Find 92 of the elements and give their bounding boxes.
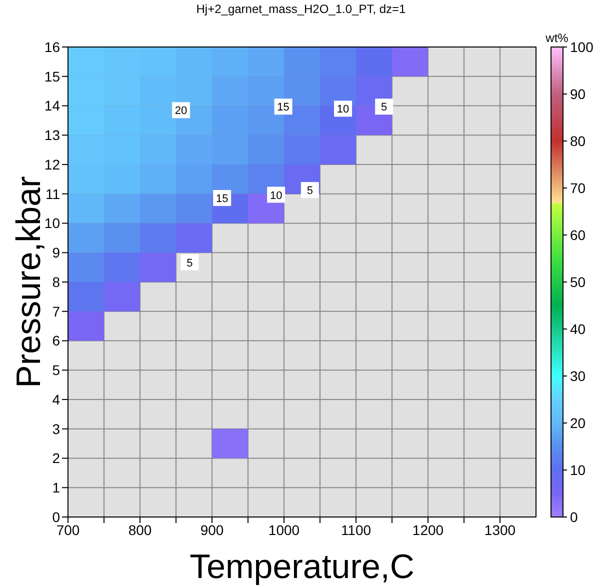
point (140, 76, 176, 106)
point (248, 47, 284, 76)
point (140, 106, 176, 136)
point (104, 106, 140, 136)
y-tick-label: 15 (44, 68, 60, 84)
annotation: 5 (306, 185, 313, 198)
point (320, 135, 356, 164)
y-tick-label: 11 (45, 186, 60, 202)
y-tick-label: 3 (52, 420, 60, 437)
point (104, 252, 140, 282)
point (104, 223, 140, 253)
point (176, 194, 212, 224)
annotation: 5 (186, 257, 193, 270)
point (212, 428, 248, 458)
color-bar-label: 70 (570, 180, 586, 196)
color-bar-label: 0 (570, 509, 578, 525)
point (176, 135, 212, 164)
color-bar-label: 30 (570, 368, 586, 384)
y-tick-label: 4 (52, 391, 60, 408)
y-tick-label: 16 (44, 38, 60, 55)
annotation: 20 (174, 105, 188, 118)
color-bar-label: 60 (570, 227, 586, 243)
point (140, 194, 176, 224)
y-tick-label: 10 (44, 215, 60, 232)
point (140, 223, 176, 253)
point (104, 194, 140, 224)
y-tick-label: 6 (52, 332, 60, 349)
point (68, 164, 104, 194)
point (392, 47, 428, 76)
point (68, 252, 104, 282)
point (140, 164, 176, 194)
x-tick-label: 1200 (412, 522, 444, 538)
point (104, 135, 140, 164)
y-tick-label: 1 (52, 480, 60, 496)
point (320, 76, 356, 106)
color-bar-label: 40 (570, 321, 586, 337)
point (68, 135, 104, 164)
point (212, 76, 248, 106)
x-tick-label: 800 (128, 522, 152, 538)
y-tick-label: 9 (52, 244, 60, 261)
point (320, 47, 356, 76)
point (140, 252, 176, 282)
y-tick-label: 13 (44, 127, 60, 144)
annotation: 5 (381, 102, 388, 114)
color-bar-label: 90 (570, 86, 586, 102)
color-bar-title: wt% (544, 31, 569, 45)
y-tick-label: 8 (52, 274, 60, 290)
point (248, 135, 284, 164)
y-tick-label: 12 (44, 156, 60, 172)
point (140, 135, 176, 164)
point (140, 47, 176, 76)
color-bar-label: 100 (570, 39, 594, 55)
point (104, 76, 140, 106)
chart-title: Hj+2_garnet_mass_H2O_1.0_PT, dz=1 (195, 2, 407, 16)
point (212, 135, 248, 164)
annotation: 10 (270, 190, 282, 202)
point (68, 47, 104, 76)
point (68, 311, 104, 341)
point (104, 164, 140, 194)
annotation: 15 (277, 102, 290, 114)
annotation: 15 (216, 192, 228, 205)
point (284, 135, 320, 164)
x-tick-label: 1300 (484, 522, 516, 538)
point (176, 76, 212, 106)
point (212, 47, 248, 76)
x-axis-title: Temperature,C (190, 548, 414, 586)
x-tick-label: 1100 (340, 522, 372, 538)
point (68, 194, 104, 224)
x-tick-label: 1000 (268, 522, 300, 538)
point (104, 282, 140, 312)
y-tick-label: 5 (52, 362, 60, 378)
y-tick-label: 7 (52, 303, 60, 320)
y-tick-label: 14 (44, 98, 60, 114)
point (356, 47, 392, 76)
point (176, 223, 212, 253)
point (68, 223, 104, 253)
point (68, 282, 104, 312)
color-bar-label: 20 (570, 415, 586, 431)
point (68, 106, 104, 136)
point (176, 47, 212, 76)
annotation: 10 (336, 104, 350, 116)
point (176, 164, 212, 194)
color-bar-label: 80 (570, 133, 586, 149)
point (68, 76, 104, 106)
color-bar-label: 10 (570, 462, 586, 478)
point (284, 47, 320, 76)
point (212, 164, 248, 194)
y-tick-label: 2 (52, 450, 60, 466)
color-bar-label: 50 (570, 274, 586, 290)
x-tick-label: 900 (200, 522, 224, 538)
point (212, 106, 248, 136)
point (104, 47, 140, 76)
